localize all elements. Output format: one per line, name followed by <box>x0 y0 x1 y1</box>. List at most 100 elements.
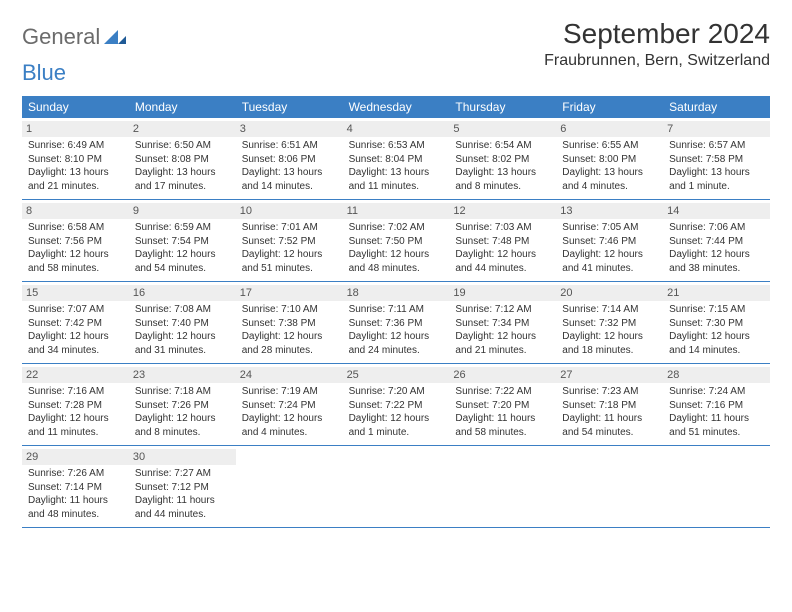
sunset-line: Sunset: 7:30 PM <box>669 317 764 331</box>
sunrise-line: Sunrise: 7:19 AM <box>242 385 337 399</box>
sunset-line: Sunset: 8:04 PM <box>349 153 444 167</box>
sunset-line: Sunset: 7:46 PM <box>562 235 657 249</box>
calendar-day: 9Sunrise: 6:59 AMSunset: 7:54 PMDaylight… <box>129 200 236 281</box>
sunrise-line: Sunrise: 6:50 AM <box>135 139 230 153</box>
day-number: 21 <box>663 285 770 301</box>
calendar-day: 5Sunrise: 6:54 AMSunset: 8:02 PMDaylight… <box>449 118 556 199</box>
calendar-week: 8Sunrise: 6:58 AMSunset: 7:56 PMDaylight… <box>22 200 770 282</box>
day-number: 5 <box>449 121 556 137</box>
sunrise-line: Sunrise: 7:06 AM <box>669 221 764 235</box>
sunrise-line: Sunrise: 7:11 AM <box>349 303 444 317</box>
day-number: 20 <box>556 285 663 301</box>
sunset-line: Sunset: 7:28 PM <box>28 399 123 413</box>
sunset-line: Sunset: 7:40 PM <box>135 317 230 331</box>
sunrise-line: Sunrise: 7:01 AM <box>242 221 337 235</box>
calendar-day: 30Sunrise: 7:27 AMSunset: 7:12 PMDayligh… <box>129 446 236 527</box>
logo-text-1: General <box>22 24 100 50</box>
daylight-line: Daylight: 12 hours and 48 minutes. <box>349 248 444 275</box>
calendar-week: 22Sunrise: 7:16 AMSunset: 7:28 PMDayligh… <box>22 364 770 446</box>
location: Fraubrunnen, Bern, Switzerland <box>544 52 770 70</box>
sunset-line: Sunset: 7:14 PM <box>28 481 123 495</box>
daylight-line: Daylight: 12 hours and 51 minutes. <box>242 248 337 275</box>
calendar-day: 3Sunrise: 6:51 AMSunset: 8:06 PMDaylight… <box>236 118 343 199</box>
sunrise-line: Sunrise: 6:58 AM <box>28 221 123 235</box>
sunset-line: Sunset: 7:44 PM <box>669 235 764 249</box>
calendar-day: 1Sunrise: 6:49 AMSunset: 8:10 PMDaylight… <box>22 118 129 199</box>
col-tuesday: Tuesday <box>236 96 343 118</box>
day-number: 2 <box>129 121 236 137</box>
day-number: 15 <box>22 285 129 301</box>
day-number: 17 <box>236 285 343 301</box>
sunrise-line: Sunrise: 7:03 AM <box>455 221 550 235</box>
day-number: 29 <box>22 449 129 465</box>
sunset-line: Sunset: 7:26 PM <box>135 399 230 413</box>
col-monday: Monday <box>129 96 236 118</box>
calendar-day: 7Sunrise: 6:57 AMSunset: 7:58 PMDaylight… <box>663 118 770 199</box>
day-number: 16 <box>129 285 236 301</box>
col-friday: Friday <box>556 96 663 118</box>
day-number: 28 <box>663 367 770 383</box>
daylight-line: Daylight: 11 hours and 48 minutes. <box>28 494 123 521</box>
sunset-line: Sunset: 7:48 PM <box>455 235 550 249</box>
logo-mark-icon <box>104 24 126 50</box>
sunrise-line: Sunrise: 7:05 AM <box>562 221 657 235</box>
sunrise-line: Sunrise: 7:26 AM <box>28 467 123 481</box>
daylight-line: Daylight: 12 hours and 41 minutes. <box>562 248 657 275</box>
day-number: 10 <box>236 203 343 219</box>
daylight-line: Daylight: 13 hours and 11 minutes. <box>349 166 444 193</box>
sunset-line: Sunset: 7:32 PM <box>562 317 657 331</box>
sunrise-line: Sunrise: 7:14 AM <box>562 303 657 317</box>
calendar-body: 1Sunrise: 6:49 AMSunset: 8:10 PMDaylight… <box>22 118 770 528</box>
day-number: 6 <box>556 121 663 137</box>
sunrise-line: Sunrise: 7:15 AM <box>669 303 764 317</box>
calendar-day-empty <box>449 446 556 527</box>
calendar-day: 25Sunrise: 7:20 AMSunset: 7:22 PMDayligh… <box>343 364 450 445</box>
calendar-day: 20Sunrise: 7:14 AMSunset: 7:32 PMDayligh… <box>556 282 663 363</box>
day-number: 19 <box>449 285 556 301</box>
sunset-line: Sunset: 7:24 PM <box>242 399 337 413</box>
logo-text-2: Blue <box>22 60 66 86</box>
calendar-day: 16Sunrise: 7:08 AMSunset: 7:40 PMDayligh… <box>129 282 236 363</box>
daylight-line: Daylight: 12 hours and 44 minutes. <box>455 248 550 275</box>
daylight-line: Daylight: 12 hours and 21 minutes. <box>455 330 550 357</box>
day-number: 1 <box>22 121 129 137</box>
daylight-line: Daylight: 12 hours and 28 minutes. <box>242 330 337 357</box>
sunset-line: Sunset: 7:38 PM <box>242 317 337 331</box>
daylight-line: Daylight: 12 hours and 8 minutes. <box>135 412 230 439</box>
calendar-day: 21Sunrise: 7:15 AMSunset: 7:30 PMDayligh… <box>663 282 770 363</box>
sunset-line: Sunset: 7:54 PM <box>135 235 230 249</box>
daylight-line: Daylight: 12 hours and 1 minute. <box>349 412 444 439</box>
calendar-day: 29 Sunrise: 7:26 AMSunset: 7:14 PMDayligh… <box>22 446 129 527</box>
calendar-week: 29 Sunrise: 7:26 AMSunset: 7:14 PMDayligh… <box>22 446 770 528</box>
day-number: 11 <box>343 203 450 219</box>
day-number: 14 <box>663 203 770 219</box>
day-number: 3 <box>236 121 343 137</box>
daylight-line: Daylight: 11 hours and 58 minutes. <box>455 412 550 439</box>
sunrise-line: Sunrise: 7:16 AM <box>28 385 123 399</box>
day-number: 12 <box>449 203 556 219</box>
calendar-day-empty <box>343 446 450 527</box>
calendar-day-empty <box>236 446 343 527</box>
sunrise-line: Sunrise: 7:20 AM <box>349 385 444 399</box>
calendar-day: 2Sunrise: 6:50 AMSunset: 8:08 PMDaylight… <box>129 118 236 199</box>
calendar-day: 4Sunrise: 6:53 AMSunset: 8:04 PMDaylight… <box>343 118 450 199</box>
calendar-day: 6Sunrise: 6:55 AMSunset: 8:00 PMDaylight… <box>556 118 663 199</box>
calendar-week: 15Sunrise: 7:07 AMSunset: 7:42 PMDayligh… <box>22 282 770 364</box>
calendar-day: 28Sunrise: 7:24 AMSunset: 7:16 PMDayligh… <box>663 364 770 445</box>
daylight-line: Daylight: 13 hours and 8 minutes. <box>455 166 550 193</box>
calendar-day: 14 Sunrise: 7:06 AMSunset: 7:44 PMDayligh… <box>663 200 770 281</box>
calendar-day-empty <box>663 446 770 527</box>
calendar-day: 19Sunrise: 7:12 AMSunset: 7:34 PMDayligh… <box>449 282 556 363</box>
calendar-day: 12 Sunrise: 7:03 AMSunset: 7:48 PMDayligh… <box>449 200 556 281</box>
day-number: 27 <box>556 367 663 383</box>
sunset-line: Sunset: 7:52 PM <box>242 235 337 249</box>
col-saturday: Saturday <box>663 96 770 118</box>
calendar-day: 18Sunrise: 7:11 AMSunset: 7:36 PMDayligh… <box>343 282 450 363</box>
title-block: September 2024 Fraubrunnen, Bern, Switze… <box>544 18 770 70</box>
sunset-line: Sunset: 8:06 PM <box>242 153 337 167</box>
sunrise-line: Sunrise: 7:23 AM <box>562 385 657 399</box>
sunrise-line: Sunrise: 7:07 AM <box>28 303 123 317</box>
sunset-line: Sunset: 8:02 PM <box>455 153 550 167</box>
sunrise-line: Sunrise: 7:27 AM <box>135 467 230 481</box>
daylight-line: Daylight: 12 hours and 38 minutes. <box>669 248 764 275</box>
